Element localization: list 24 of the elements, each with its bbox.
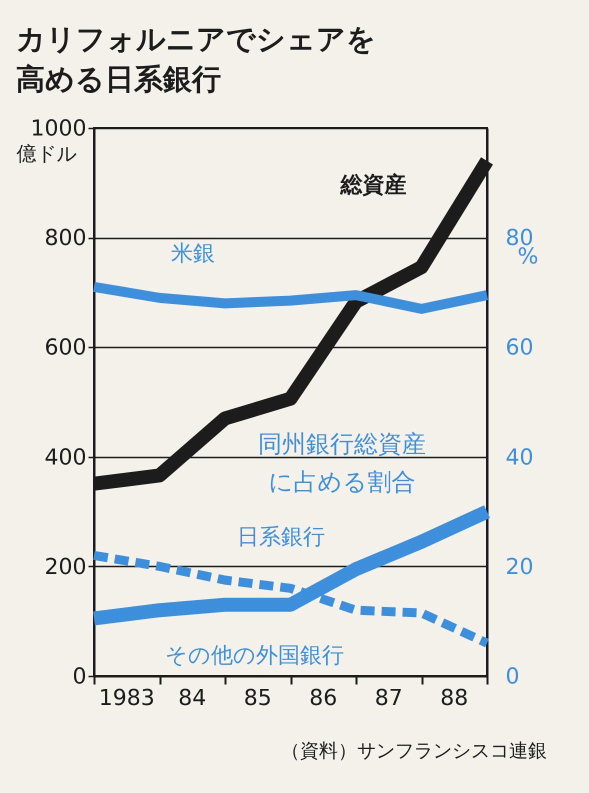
y2-tick-label: 20 (506, 554, 534, 580)
x-tick-label: 84 (178, 686, 206, 711)
y-tick-label: 200 (44, 554, 86, 580)
series-label: その他の外国銀行 (165, 643, 344, 668)
y-axis-title: 億ドル (16, 142, 76, 166)
x-tick-label: 88 (440, 686, 468, 711)
text: 総資産 (340, 172, 406, 198)
x-tick-label: 87 (374, 686, 403, 711)
y2-tick-label: 60 (506, 336, 534, 361)
x-tick-label: 85 (244, 686, 272, 711)
y-tick-label: 800 (44, 226, 86, 252)
annotation: 同州銀行総資産に占める割合 (258, 430, 426, 496)
y-tick-label: 400 (44, 445, 86, 470)
series-label: 日系銀行 (237, 525, 325, 550)
chart-title: カリフォルニアでシェアを高める日系銀行 (16, 22, 376, 96)
series-label: 米銀 (171, 241, 215, 266)
x-tick-label: 1983 (98, 686, 155, 711)
text: （資料）サンフランシスコ連銀 (281, 739, 547, 764)
x-tick-label: 86 (309, 686, 338, 711)
y2-tick-label: 40 (506, 445, 534, 470)
y2-tick-label: 0 (506, 664, 520, 690)
y-tick-label: 0 (72, 664, 86, 690)
y-tick-label: 600 (44, 336, 86, 361)
y-tick-label: 1000 (30, 116, 86, 142)
